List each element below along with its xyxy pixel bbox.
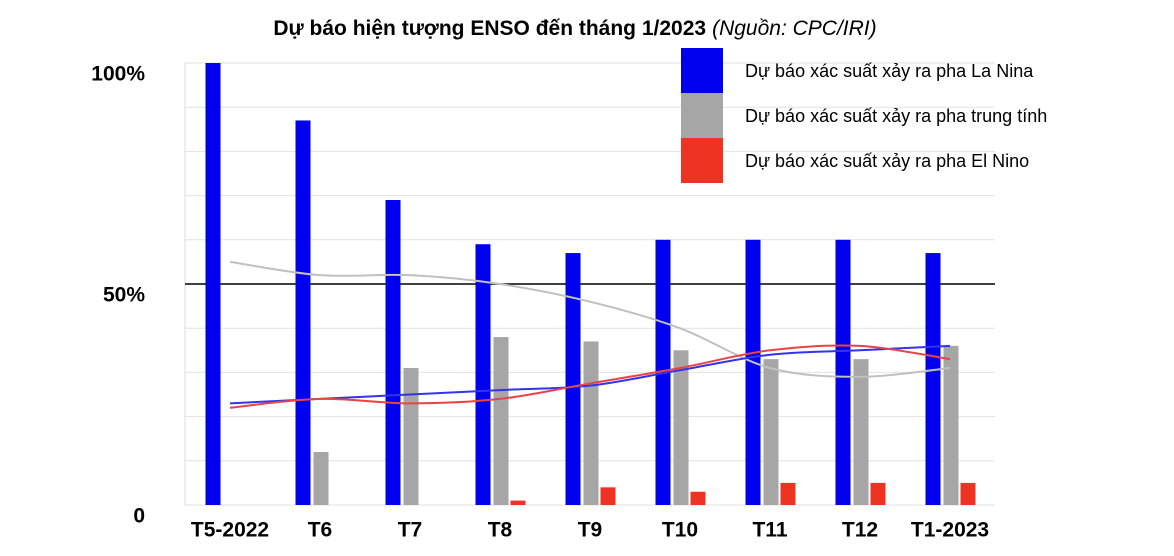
bar	[510, 500, 526, 505]
chart-title: Dự báo hiện tượng ENSO đến tháng 1/2023	[273, 17, 706, 40]
bar	[565, 253, 581, 505]
x-tick-label: T6	[308, 519, 333, 542]
bar	[403, 367, 419, 505]
x-tick-label: T12	[842, 519, 878, 542]
bar	[673, 350, 689, 505]
x-tick-label: T7	[398, 519, 423, 542]
bar	[835, 239, 851, 506]
y-tick-label: 100%	[91, 63, 145, 86]
bar	[295, 120, 311, 506]
bar	[745, 239, 761, 506]
bar	[583, 341, 599, 505]
legend-swatch	[681, 48, 723, 93]
chart-source: (Nguồn: CPC/IRI)	[712, 17, 877, 40]
plot: 0 50% 100% T5-2022 T6 T7 T8 T9 T10 T11 T12 T1-2023 D…	[91, 48, 1047, 542]
bar	[690, 491, 706, 505]
legend-label: Dự báo xác suất xảy ra pha El Nino	[745, 151, 1029, 171]
bar	[313, 451, 329, 505]
bar	[493, 337, 509, 505]
y-tick-label: 50%	[103, 284, 145, 307]
x-tick-label: T8	[488, 519, 513, 542]
bar	[853, 359, 869, 505]
legend-label: Dự báo xác suất xảy ra pha La Nina	[745, 61, 1034, 81]
bar	[960, 482, 976, 505]
legend-swatch	[681, 138, 723, 183]
y-tick-label: 0	[133, 505, 145, 528]
bar	[600, 487, 616, 505]
bar	[763, 359, 779, 505]
bar	[925, 253, 941, 505]
x-tick-label: T11	[752, 519, 787, 542]
bar	[870, 482, 886, 505]
x-tick-label: T10	[662, 519, 698, 542]
legend-swatch	[681, 93, 723, 138]
x-tick-label: T5-2022	[191, 519, 269, 542]
trend-line	[229, 260, 951, 378]
bar	[780, 482, 796, 505]
bar	[205, 63, 221, 505]
x-tick-label: T9	[578, 519, 603, 542]
trend-line	[229, 344, 951, 409]
bar	[943, 345, 959, 505]
legend-label: Dự báo xác suất xảy ra pha trung tính	[745, 106, 1047, 126]
trend-line	[229, 344, 951, 405]
x-tick-label: T1-2023	[911, 519, 989, 542]
bar	[385, 200, 401, 505]
bar	[475, 244, 491, 505]
chart-title-group: Dự báo hiện tượng ENSO đến tháng 1/2023 (…	[273, 17, 876, 40]
